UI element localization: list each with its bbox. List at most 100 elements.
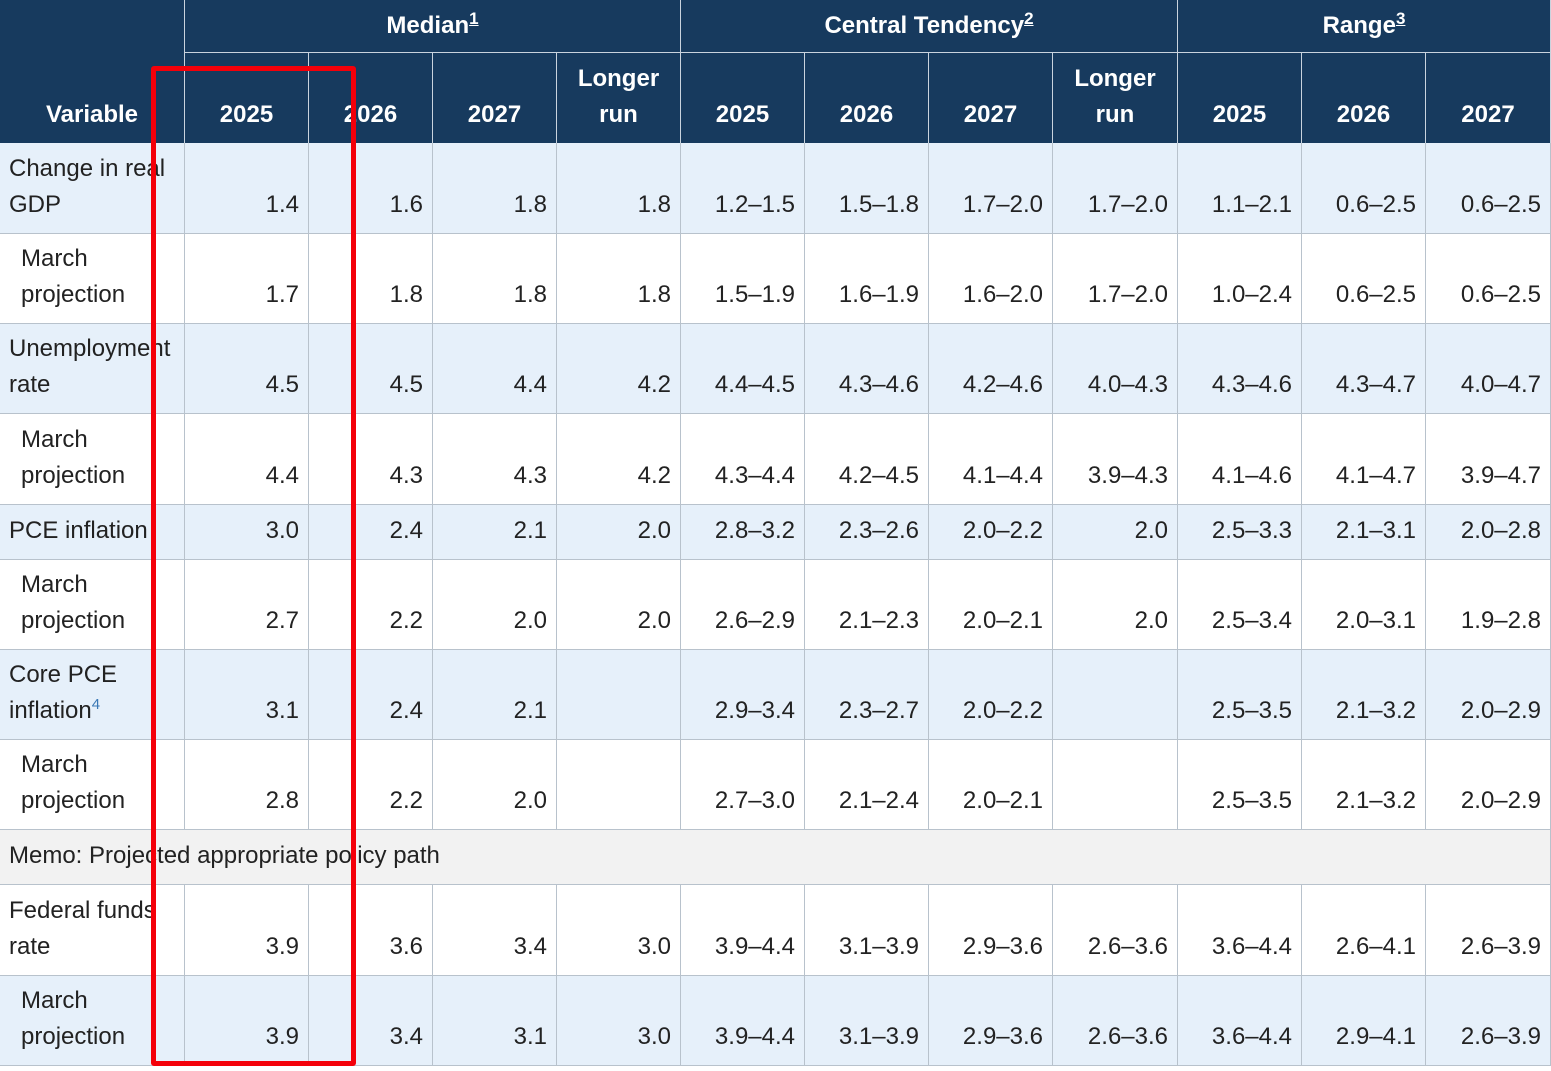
- value-cell: 1.4: [185, 143, 309, 234]
- row-label: Change in real GDP: [0, 143, 185, 234]
- value-cell: 0.6–2.5: [1426, 234, 1551, 324]
- value-cell: 4.5: [185, 324, 309, 414]
- value: 3.0: [637, 933, 671, 960]
- row-label: March projection: [0, 560, 185, 650]
- value: 1.1–2.1: [1211, 191, 1292, 218]
- value-cell: 2.0: [557, 505, 681, 560]
- value-cell: 2.0–3.1: [1302, 560, 1426, 650]
- value: 2.1: [513, 697, 547, 724]
- value: 2.3–2.7: [838, 697, 919, 724]
- footnote[interactable]: 4: [91, 696, 101, 713]
- value-cell: 2.0: [433, 740, 557, 830]
- label-text: March projection: [21, 751, 126, 814]
- header-text: 2026: [1336, 101, 1391, 128]
- value: 3.9: [265, 933, 299, 960]
- value-cell: 3.6–4.4: [1178, 885, 1302, 976]
- value: 4.3–4.6: [1211, 371, 1292, 398]
- value-cell: 2.7–3.0: [681, 740, 805, 830]
- label-text: March projection: [21, 245, 126, 308]
- value-cell: 2.3–2.7: [805, 650, 929, 740]
- value: 1.5–1.8: [838, 191, 919, 218]
- footnote-link[interactable]: 1: [469, 9, 479, 28]
- value-cell: 3.9: [185, 885, 309, 976]
- column-header: 2027: [433, 53, 557, 143]
- value-cell: 4.0–4.7: [1426, 324, 1551, 414]
- value-cell: 4.1–4.6: [1178, 414, 1302, 505]
- value: 1.2–1.5: [714, 191, 795, 218]
- value-cell: 1.8: [433, 234, 557, 324]
- group-title: Median: [386, 12, 470, 39]
- value-cell: 4.4–4.5: [681, 324, 805, 414]
- value-cell: 4.5: [309, 324, 433, 414]
- value: 1.7: [265, 281, 299, 308]
- value-cell: 2.0–2.8: [1426, 505, 1551, 560]
- value-cell: 4.0–4.3: [1053, 324, 1178, 414]
- value-cell: 1.0–2.4: [1178, 234, 1302, 324]
- value: 1.5–1.9: [714, 281, 795, 308]
- footnote-link[interactable]: 3: [1395, 9, 1406, 28]
- value: 4.0–4.7: [1460, 371, 1541, 398]
- value: 1.8: [637, 281, 671, 308]
- value-cell: 3.0: [557, 885, 681, 976]
- value-cell: 2.0: [1053, 560, 1178, 650]
- value-cell: 1.8: [433, 143, 557, 234]
- value: 3.9: [265, 1023, 299, 1050]
- value: 1.0–2.4: [1211, 281, 1292, 308]
- value: 4.3–4.7: [1335, 371, 1416, 398]
- value-cell: 2.3–2.6: [805, 505, 929, 560]
- value-cell: 4.2: [557, 414, 681, 505]
- value-cell: 3.9–4.3: [1053, 414, 1178, 505]
- value-cell: 3.9–4.4: [681, 885, 805, 976]
- value: 1.8: [513, 191, 547, 218]
- value: 2.6–2.9: [714, 607, 795, 634]
- column-header: 2027: [929, 53, 1053, 143]
- value: 1.7–2.0: [962, 191, 1043, 218]
- value-cell: 2.0–2.2: [929, 505, 1053, 560]
- header-text: 2025: [1212, 101, 1267, 128]
- row-label: March projection: [0, 414, 185, 505]
- value: 4.3: [389, 462, 423, 489]
- value: 1.6–2.0: [962, 281, 1043, 308]
- value-cell: 4.2–4.5: [805, 414, 929, 505]
- value: 2.0: [637, 517, 671, 544]
- row-label: March projection: [0, 234, 185, 324]
- value: 3.1–3.9: [838, 933, 919, 960]
- value-cell: 2.1: [433, 505, 557, 560]
- value: 2.2: [389, 787, 423, 814]
- value-cell: 1.8: [557, 234, 681, 324]
- value-cell: 4.3–4.7: [1302, 324, 1426, 414]
- value: 2.0–2.8: [1460, 517, 1541, 544]
- value: 3.9–4.7: [1460, 462, 1541, 489]
- value-cell: 2.0–2.1: [929, 740, 1053, 830]
- value-cell: 1.5–1.8: [805, 143, 929, 234]
- value: 4.4–4.5: [714, 371, 795, 398]
- value: 4.1–4.7: [1335, 462, 1416, 489]
- value: 0.6–2.5: [1335, 281, 1416, 308]
- row-label: Unemployment rate: [0, 324, 185, 414]
- value-cell: 2.9–3.4: [681, 650, 805, 740]
- value: 3.0: [265, 517, 299, 544]
- value-cell: 2.9–3.6: [929, 885, 1053, 976]
- value: 2.8–3.2: [714, 517, 795, 544]
- value-cell: 1.7–2.0: [929, 143, 1053, 234]
- value-cell: 3.6–4.4: [1178, 976, 1302, 1066]
- value-cell: 2.9–3.6: [929, 976, 1053, 1066]
- value: 1.7–2.0: [1087, 281, 1168, 308]
- value-cell: 1.7–2.0: [1053, 143, 1178, 234]
- value-cell: 2.5–3.3: [1178, 505, 1302, 560]
- footnote-link[interactable]: 2: [1024, 9, 1034, 28]
- value: 1.8: [389, 281, 423, 308]
- value: 1.8: [637, 191, 671, 218]
- column-header: 2026: [1302, 53, 1426, 143]
- value-cell: [1053, 650, 1178, 740]
- value: 4.0–4.3: [1087, 371, 1168, 398]
- value-cell: 2.6–3.6: [1053, 885, 1178, 976]
- value-cell: 3.0: [557, 976, 681, 1066]
- row-label: Federal funds rate: [0, 885, 185, 976]
- value: 0.6–2.5: [1335, 191, 1416, 218]
- value-cell: 2.6–3.9: [1426, 885, 1551, 976]
- value-cell: 0.6–2.5: [1302, 143, 1426, 234]
- value: 4.4: [513, 371, 547, 398]
- value: 2.5–3.5: [1211, 787, 1292, 814]
